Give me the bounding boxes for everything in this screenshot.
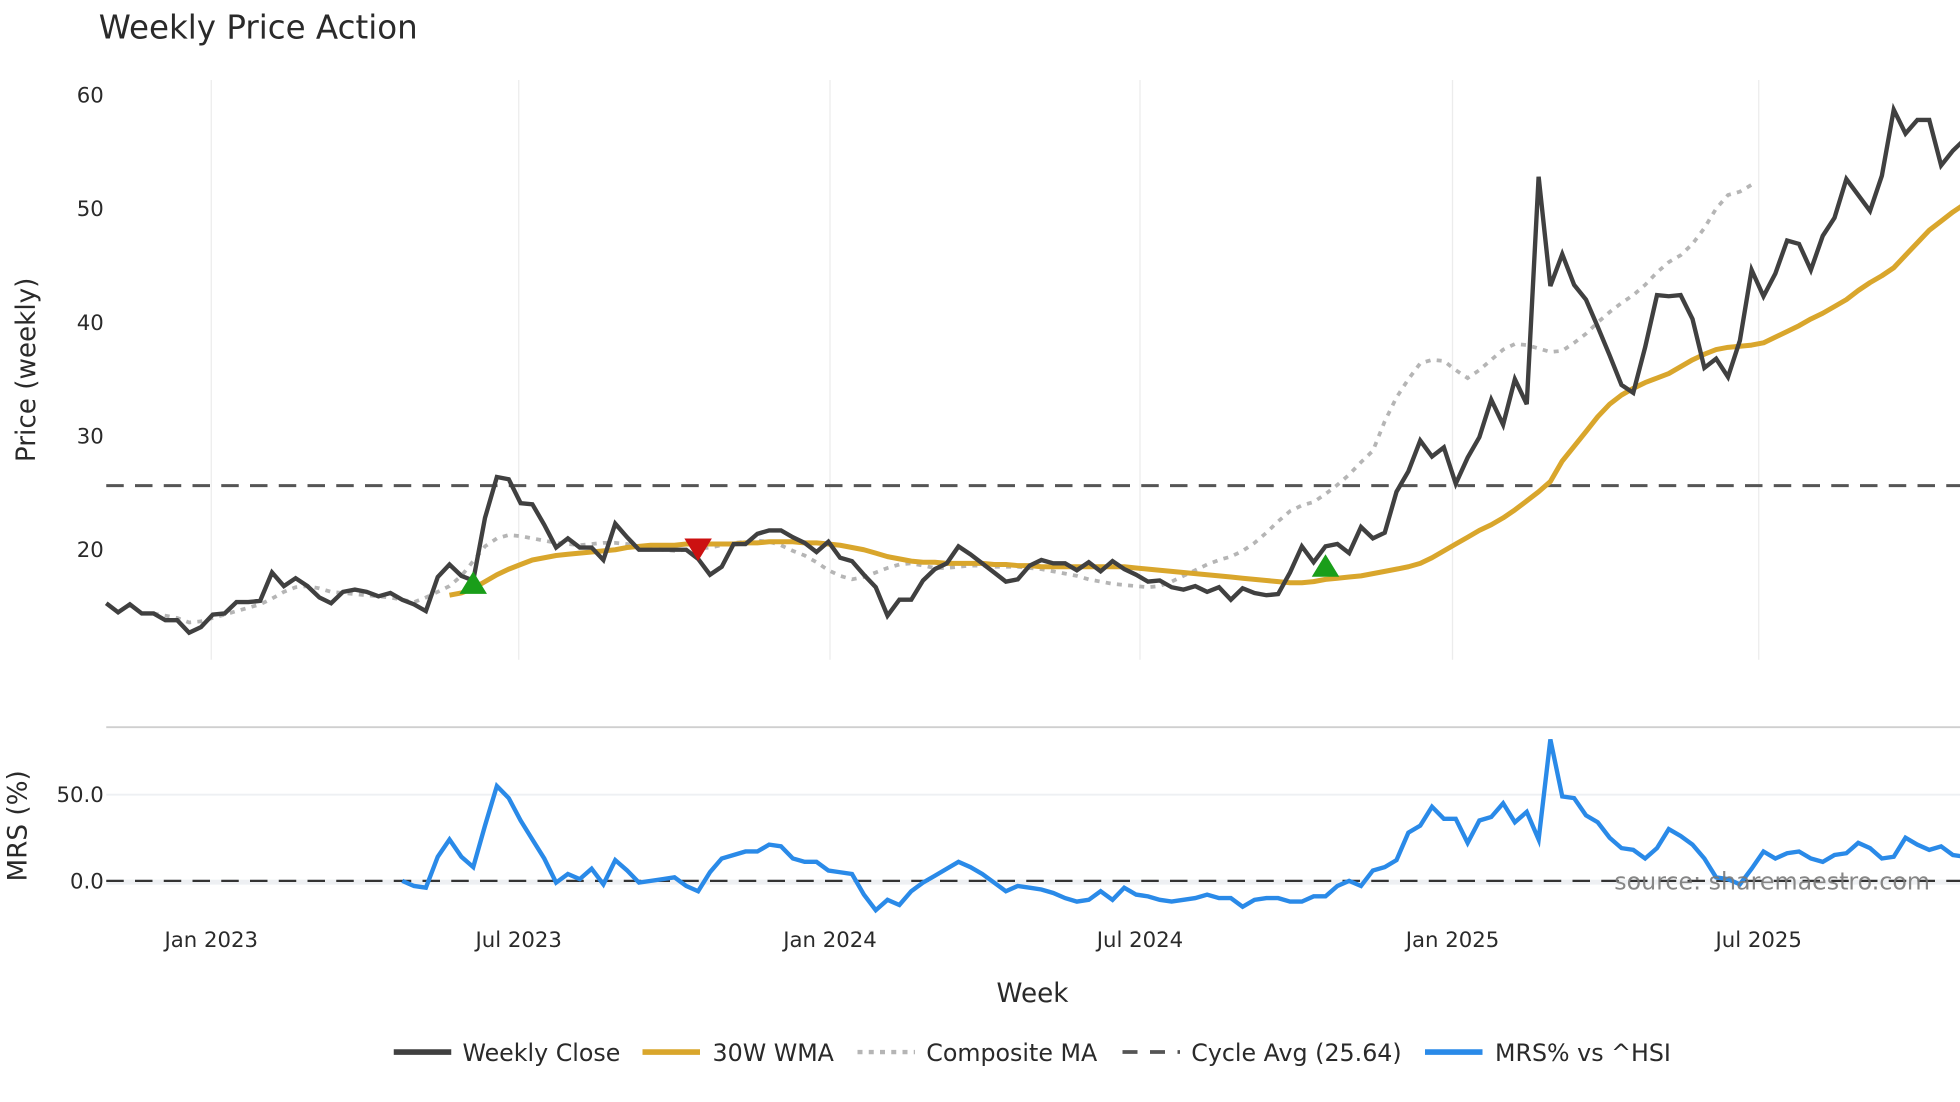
xtick-jul-2024: Jul 2024 — [1095, 928, 1183, 953]
xtick-jan-2025: Jan 2025 — [1404, 928, 1500, 953]
legend-label-weekly-close: Weekly Close — [463, 1039, 621, 1067]
legend-item-mrs[interactable]: MRS% vs ^HSI — [1425, 1039, 1671, 1067]
price-ytick-40: 40 — [77, 311, 104, 336]
price-ytick-50: 50 — [77, 197, 104, 222]
legend-item-composite-ma[interactable]: Composite MA — [857, 1039, 1098, 1067]
legend-item-cycle-avg[interactable]: Cycle Avg (25.64) — [1122, 1039, 1402, 1067]
xtick-jul-2023: Jul 2023 — [474, 928, 562, 953]
xtick-jan-2024: Jan 2024 — [781, 928, 877, 953]
signal-markers — [459, 538, 1340, 594]
price-ytick-20: 20 — [77, 538, 104, 563]
price-y-axis-label: Price (weekly) — [12, 278, 42, 463]
legend-label-30w-wma: 30W WMA — [713, 1039, 835, 1067]
legend-label-cycle-avg: Cycle Avg (25.64) — [1191, 1039, 1401, 1067]
source-watermark: source: sharemaestro.com — [1614, 868, 1930, 896]
legend-item-30w-wma[interactable]: 30W WMA — [642, 1039, 835, 1067]
sell-signal-icon — [684, 538, 712, 561]
x-axis-label: Week — [997, 979, 1070, 1009]
price-gridlines — [210, 79, 1760, 660]
buy-signal-icon — [459, 571, 487, 594]
mrs-y-ticks: 50.0 0.0 — [56, 783, 103, 894]
chart-title: Weekly Price Action — [99, 9, 418, 47]
buy-signal-icon — [1311, 554, 1340, 577]
price-ytick-60: 60 — [77, 83, 104, 108]
weekly-close-line — [104, 102, 1960, 636]
legend-item-weekly-close[interactable]: Weekly Close — [393, 1039, 621, 1067]
legend-label-mrs: MRS% vs ^HSI — [1495, 1039, 1671, 1067]
xtick-jan-2023: Jan 2023 — [162, 928, 258, 953]
price-ytick-30: 30 — [77, 425, 104, 450]
mrs-line — [401, 738, 1960, 914]
mrs-y-axis-label: MRS (%) — [3, 770, 33, 881]
price-y-ticks: 60 50 40 30 20 — [77, 83, 104, 563]
xtick-jul-2025: Jul 2025 — [1714, 928, 1802, 953]
legend: Weekly Close 30W WMA Composite MA Cycle … — [393, 1039, 1671, 1067]
x-axis-ticks: Jan 2023 Jul 2023 Jan 2024 Jul 2024 Jan … — [162, 928, 1801, 953]
mrs-ytick-50: 50.0 — [56, 783, 103, 808]
legend-label-composite-ma: Composite MA — [926, 1039, 1098, 1067]
mrs-ytick-0: 0.0 — [70, 869, 104, 894]
composite-ma-line — [153, 183, 1753, 625]
wma-30w-line — [449, 204, 1960, 598]
